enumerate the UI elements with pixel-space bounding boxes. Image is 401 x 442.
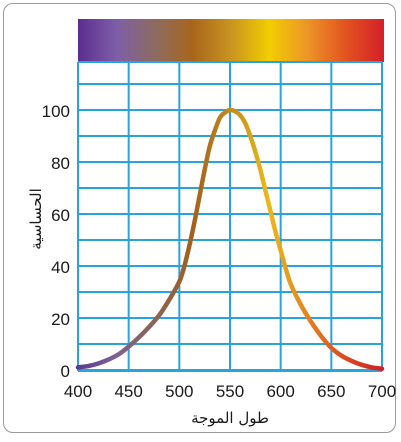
sensitivity-curve-layer (75, 107, 385, 371)
y-tick-label: 0 (61, 362, 70, 381)
chart-frame: 400 450 500 550 600 650 700 0 20 40 60 80 100 طول ا… (3, 3, 396, 433)
y-tick-label: 40 (51, 258, 70, 277)
sensitivity-curve (75, 107, 385, 371)
y-axis-title: الحساسية (27, 188, 45, 250)
x-tick-label: 500 (165, 382, 193, 401)
x-tick-label: 400 (64, 382, 92, 401)
x-tick-label: 600 (266, 382, 294, 401)
chart-grid (77, 61, 383, 372)
x-tick-label: 650 (317, 382, 345, 401)
x-tick-label: 700 (368, 382, 396, 401)
y-tick-label: 100 (42, 102, 70, 121)
sensitivity-chart: 400 450 500 550 600 650 700 0 20 40 60 80 100 طول ا… (27, 19, 396, 427)
x-tick-label: 550 (216, 382, 244, 401)
x-tick-label: 450 (114, 382, 142, 401)
x-axis-ticks: 400 450 500 550 600 650 700 (64, 382, 396, 401)
spectrum-bar (78, 19, 384, 62)
y-tick-label: 80 (51, 154, 70, 173)
y-tick-label: 60 (51, 206, 70, 225)
x-axis-title: طول الموجة (191, 409, 269, 427)
y-tick-label: 20 (51, 310, 70, 329)
y-axis-ticks: 0 20 40 60 80 100 (42, 102, 70, 381)
